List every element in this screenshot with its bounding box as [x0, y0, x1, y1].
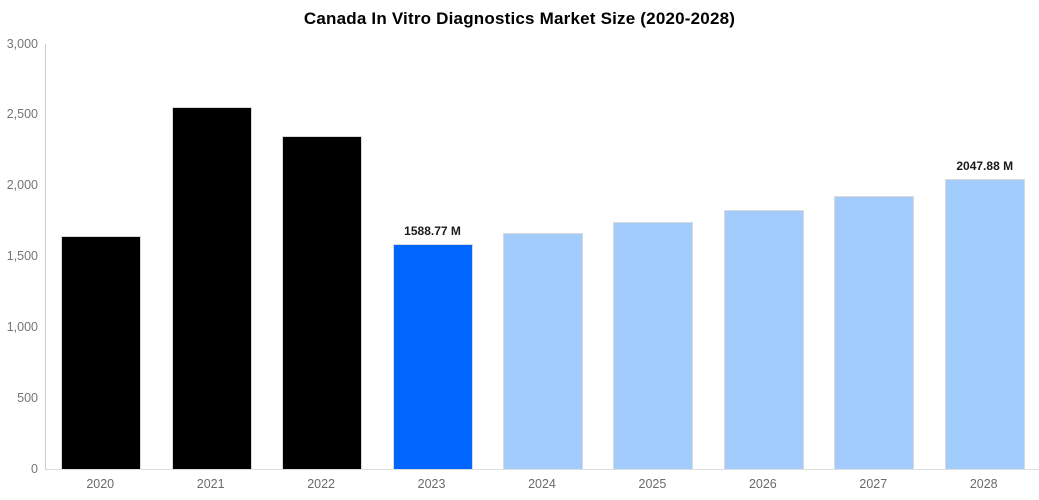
bar-2021[interactable] — [171, 107, 252, 469]
bar-group — [819, 44, 929, 469]
bar-value-label: 2047.88 M — [956, 158, 1014, 173]
bar-value-label: 1588.77 M — [404, 223, 461, 238]
x-tick-label: 2024 — [528, 477, 556, 491]
bar-group: 2047.88 M — [930, 44, 1039, 469]
plot-area: 1588.77 M 2047.88 M — [45, 44, 1039, 470]
y-tick-label: 500 — [17, 390, 38, 405]
y-tick-label: 1,000 — [6, 319, 38, 334]
y-tick-label: 2,500 — [6, 107, 38, 122]
bar-group — [46, 44, 156, 469]
bar-2028[interactable] — [944, 178, 1025, 469]
x-tick-label: 2022 — [307, 477, 335, 491]
bar-2025[interactable] — [613, 222, 694, 469]
x-tick-label: 2028 — [969, 477, 998, 491]
bar-group — [709, 44, 819, 469]
bar-group — [156, 44, 266, 469]
y-tick-label: 1,500 — [6, 249, 38, 263]
bar-group — [598, 44, 708, 469]
chart-title: Canada In Vitro Diagnostics Market Size … — [303, 9, 736, 28]
bar-2022[interactable] — [282, 135, 363, 469]
bar-2026[interactable] — [723, 210, 804, 469]
y-tick-label: 3,000 — [6, 36, 38, 51]
y-tick-label: 2,000 — [6, 178, 38, 193]
x-tick-label: 2023 — [417, 477, 446, 491]
bar-group: 1588.77 M — [377, 44, 487, 469]
bar-2024[interactable] — [502, 233, 583, 469]
bar-group — [488, 44, 598, 469]
bar-2023[interactable] — [392, 243, 473, 469]
x-axis: 2020 2021 2022 2023 2024 2025 2026 2027 2028 — [45, 477, 1039, 491]
x-tick-label: 2021 — [196, 477, 225, 491]
x-tick-label: 2025 — [638, 477, 667, 491]
bar-2027[interactable] — [834, 195, 915, 469]
x-tick-label: 2020 — [86, 477, 115, 491]
bar-group — [267, 44, 377, 469]
y-tick-label: 0 — [31, 461, 38, 476]
x-tick-label: 2026 — [748, 477, 777, 491]
x-tick-label: 2027 — [859, 477, 888, 491]
bar-2020[interactable] — [61, 236, 142, 469]
